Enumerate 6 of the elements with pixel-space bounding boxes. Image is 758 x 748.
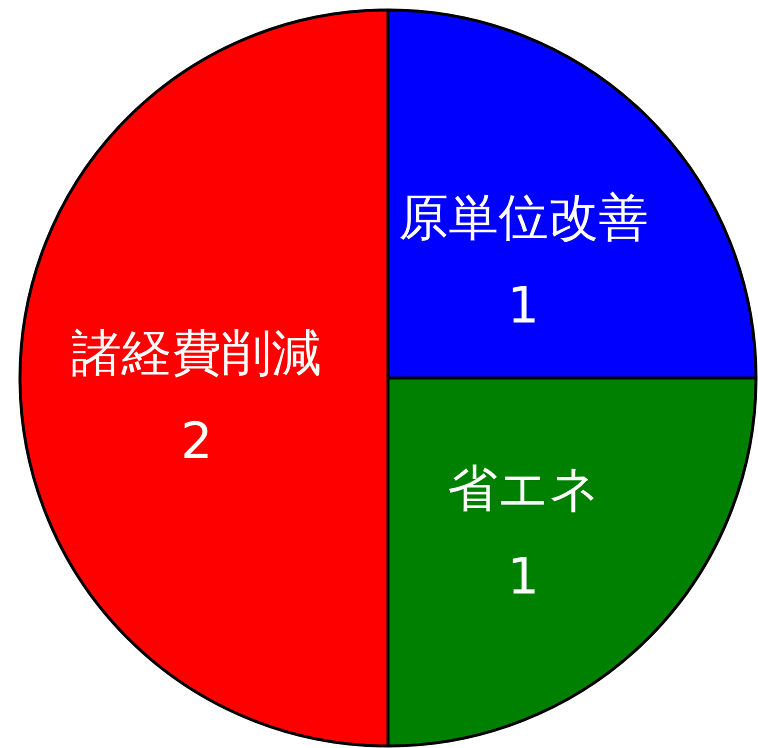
data-label: 1: [507, 276, 540, 335]
slice-label: 原単位改善: [398, 188, 648, 247]
data-label: 2: [180, 412, 213, 470]
slice-label: 諸経費削減: [72, 324, 322, 382]
data-label: 1: [507, 547, 540, 606]
slice-label: 省エネ: [447, 459, 600, 518]
